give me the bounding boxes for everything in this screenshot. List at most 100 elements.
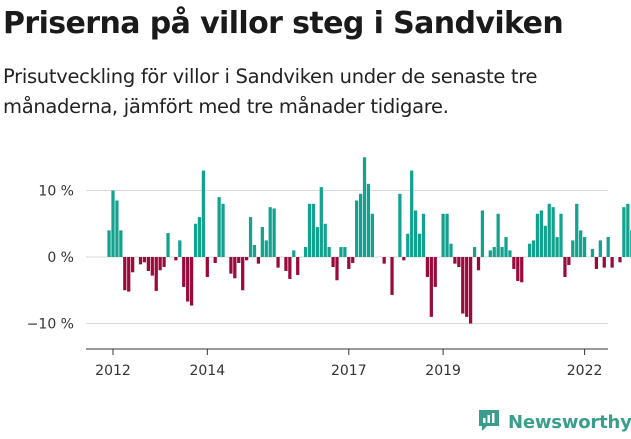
bar-97 — [488, 250, 492, 257]
bar-2 — [115, 200, 119, 257]
bar-86 — [445, 213, 449, 258]
bar-104 — [516, 257, 520, 281]
bar-14 — [162, 257, 166, 267]
bar-34 — [241, 257, 245, 291]
bar-59 — [339, 247, 343, 258]
bar-67 — [370, 213, 374, 258]
bar-131 — [622, 207, 626, 258]
bar-127 — [606, 237, 610, 257]
bar-103 — [512, 257, 516, 269]
bar-37 — [252, 245, 257, 257]
bar-100 — [500, 247, 504, 258]
bar-117 — [567, 257, 571, 265]
bar-118 — [571, 240, 575, 258]
bar-31 — [229, 257, 233, 274]
bar-119 — [575, 203, 579, 257]
axes — [86, 348, 608, 355]
bar-76 — [406, 233, 410, 257]
bar-23 — [197, 217, 202, 257]
bar-66 — [366, 183, 371, 257]
bar-116 — [563, 257, 567, 277]
bar-98 — [492, 247, 496, 258]
bar-65 — [362, 157, 367, 257]
bar-107 — [527, 243, 532, 257]
bar-3 — [119, 230, 123, 257]
bar-47 — [292, 250, 296, 257]
chart-subtitle: Prisutveckling för villor i Sandviken un… — [3, 65, 538, 118]
bar-112 — [547, 203, 551, 257]
bar-20 — [186, 257, 190, 302]
y-tick-label-2: −10 % — [27, 317, 74, 333]
bar-0 — [107, 230, 111, 257]
bar-38 — [256, 257, 261, 264]
bar-27 — [213, 257, 217, 263]
bar-130 — [618, 257, 622, 263]
bar-79 — [417, 233, 422, 257]
newsworthy-logo[interactable]: Newsworthy — [476, 408, 631, 436]
logo-text: Newsworthy — [508, 411, 631, 433]
bar-41 — [268, 207, 272, 258]
bar-89 — [457, 257, 461, 267]
bar-25 — [205, 257, 209, 277]
bar-1 — [111, 190, 115, 257]
bar-128 — [610, 257, 614, 268]
bar-95 — [480, 210, 485, 257]
logo-icon — [476, 407, 502, 437]
bar-24 — [201, 170, 206, 257]
bar-28 — [217, 197, 221, 257]
bar-115 — [559, 213, 563, 258]
bar-48 — [296, 257, 300, 275]
bar-78 — [413, 210, 418, 257]
bar-10 — [146, 257, 150, 271]
bar-8 — [138, 257, 143, 265]
bar-46 — [288, 257, 292, 279]
bar-6 — [131, 257, 135, 273]
bar-53 — [315, 227, 319, 257]
bar-chart: 10 %0 %−10 %2012201420172019202220247 % — [27, 157, 631, 380]
bar-22 — [193, 223, 198, 257]
y-tick-label-1: 0 % — [47, 250, 74, 266]
bar-33 — [237, 257, 241, 263]
bar-35 — [245, 257, 249, 261]
bar-4 — [123, 257, 127, 291]
bar-92 — [469, 257, 473, 324]
bar-29 — [221, 203, 225, 257]
bar-101 — [504, 237, 508, 257]
bar-11 — [150, 257, 154, 276]
bar-99 — [496, 213, 500, 258]
x-tick-label-0: 2012 — [95, 363, 131, 379]
bar-5 — [127, 257, 131, 292]
bar-132 — [626, 203, 630, 257]
bar-58 — [335, 257, 339, 281]
bar-17 — [174, 257, 178, 261]
bar-70 — [382, 257, 386, 264]
bar-9 — [142, 257, 147, 263]
bar-63 — [355, 200, 359, 257]
bar-62 — [351, 257, 355, 263]
bar-72 — [390, 257, 394, 295]
bar-43 — [276, 257, 280, 268]
bar-88 — [453, 257, 457, 264]
bar-54 — [319, 187, 323, 258]
bar-40 — [264, 240, 268, 258]
bar-60 — [343, 247, 347, 258]
bar-75 — [402, 257, 406, 261]
bar-56 — [327, 247, 331, 258]
bar-36 — [248, 217, 253, 257]
bar-21 — [189, 257, 194, 306]
bar-111 — [543, 225, 547, 258]
bar-108 — [531, 240, 536, 258]
bar-77 — [410, 170, 414, 257]
labels: 10 %0 %−10 %2012201420172019202220247 % — [27, 184, 603, 380]
bar-12 — [154, 257, 158, 291]
x-tick-label-3: 2019 — [425, 363, 461, 379]
bar-121 — [582, 237, 587, 257]
bar-18 — [178, 240, 182, 258]
bar-93 — [472, 247, 477, 258]
bar-124 — [594, 257, 599, 269]
bar-57 — [331, 257, 335, 267]
x-tick-label-1: 2014 — [189, 363, 225, 379]
bar-126 — [602, 257, 606, 268]
bar-15 — [166, 233, 170, 257]
bar-32 — [233, 257, 237, 279]
